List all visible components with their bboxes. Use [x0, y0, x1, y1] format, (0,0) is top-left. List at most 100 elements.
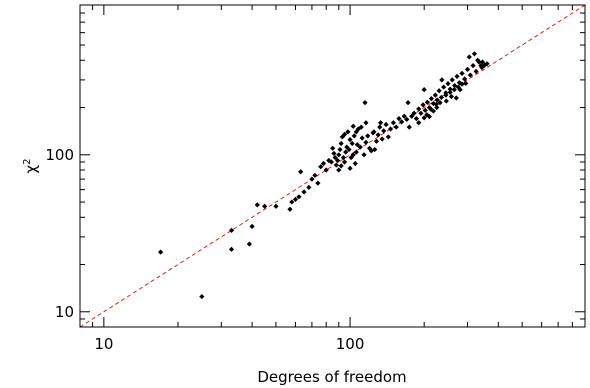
- data-point: [462, 76, 468, 82]
- data-point: [345, 129, 351, 135]
- data-point: [443, 92, 449, 98]
- data-point: [443, 98, 449, 104]
- data-point: [383, 121, 389, 128]
- data-point: [298, 169, 304, 175]
- data-point: [353, 129, 359, 135]
- data-point: [428, 96, 435, 102]
- data-point: [467, 72, 473, 78]
- data-point: [381, 128, 387, 134]
- data-point: [379, 136, 385, 142]
- data-point: [438, 94, 445, 101]
- data-point: [199, 293, 205, 300]
- data-point: [344, 144, 350, 150]
- data-point: [479, 59, 486, 65]
- data-point: [306, 184, 312, 190]
- data-point: [352, 160, 358, 167]
- data-point: [357, 144, 363, 150]
- data-point: [466, 54, 472, 60]
- data-point: [416, 120, 422, 126]
- data-point: [363, 120, 369, 126]
- data-point: [464, 66, 471, 72]
- data-point: [335, 157, 341, 164]
- data-point: [349, 140, 355, 147]
- data-point: [456, 80, 462, 86]
- data-point: [331, 150, 337, 157]
- data-point: [363, 139, 369, 145]
- data-point: [422, 107, 428, 113]
- data-point: [399, 119, 405, 125]
- data-point: [347, 165, 353, 171]
- data-point: [421, 87, 427, 93]
- data-point: [361, 152, 367, 158]
- data-point: [409, 113, 415, 119]
- data-point: [459, 70, 465, 77]
- data-point: [433, 101, 439, 107]
- data-point: [347, 136, 353, 143]
- data-point: [301, 189, 307, 195]
- data-point: [430, 108, 436, 114]
- data-point: [323, 167, 329, 173]
- data-point: [418, 110, 424, 116]
- data-point: [421, 115, 427, 121]
- points-layer: [157, 51, 490, 300]
- data-point: [459, 81, 465, 87]
- data-point: [315, 180, 321, 186]
- data-point: [385, 134, 391, 140]
- data-point: [445, 81, 451, 87]
- data-point: [473, 68, 479, 74]
- x-tick-label: 100: [336, 335, 365, 353]
- data-point: [246, 241, 252, 247]
- data-point: [470, 63, 476, 69]
- data-point: [437, 100, 443, 106]
- data-point: [453, 95, 459, 101]
- data-point: [441, 84, 447, 90]
- data-point: [341, 131, 348, 137]
- data-point: [396, 116, 402, 122]
- data-point: [289, 199, 295, 205]
- data-point: [406, 124, 412, 130]
- y-axis-label: χ2: [22, 158, 40, 173]
- data-point: [420, 102, 426, 108]
- y-axis-label-superscript: 2: [22, 158, 33, 164]
- data-point: [375, 132, 381, 138]
- data-point: [463, 80, 469, 86]
- data-point: [326, 157, 332, 164]
- data-point: [157, 249, 164, 255]
- data-point: [434, 97, 440, 103]
- data-point: [358, 124, 364, 130]
- data-point: [362, 100, 368, 106]
- data-point: [454, 73, 460, 79]
- reference-line-layer: [79, 4, 586, 328]
- y-tick-label: 10: [55, 303, 74, 321]
- data-point: [390, 120, 397, 126]
- data-point: [451, 87, 457, 93]
- data-point: [475, 57, 481, 63]
- data-point: [339, 134, 345, 140]
- data-point: [434, 104, 440, 111]
- data-point: [343, 149, 349, 155]
- data-point: [336, 167, 342, 173]
- data-point: [393, 124, 399, 130]
- plot-frame: [79, 4, 586, 328]
- data-point: [309, 176, 315, 182]
- data-point: [457, 87, 463, 93]
- data-point: [332, 154, 338, 161]
- data-point: [373, 138, 380, 144]
- data-point: [336, 152, 342, 158]
- data-point: [350, 123, 356, 129]
- data-point: [372, 146, 378, 153]
- data-point: [455, 84, 461, 90]
- data-point: [328, 159, 335, 165]
- data-point: [413, 116, 420, 122]
- x-tick-label: 10: [94, 335, 113, 353]
- data-point: [351, 133, 357, 139]
- data-point: [404, 116, 410, 123]
- data-point: [484, 61, 490, 67]
- data-point: [249, 223, 255, 229]
- data-point: [228, 246, 235, 252]
- data-point: [471, 51, 478, 57]
- data-point: [341, 159, 348, 165]
- data-point: [411, 110, 417, 116]
- data-point: [318, 164, 324, 170]
